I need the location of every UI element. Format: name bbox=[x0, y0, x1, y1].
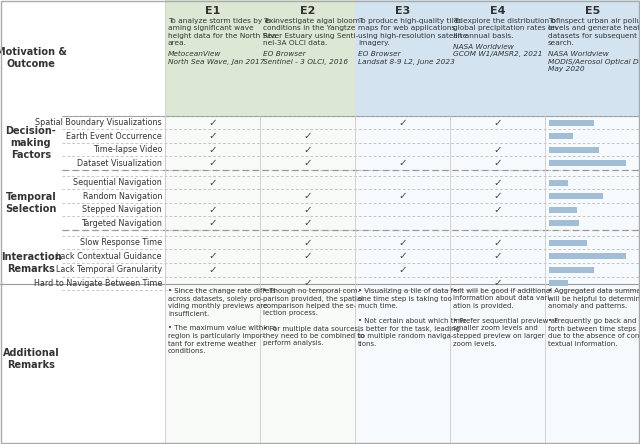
Text: ✓: ✓ bbox=[493, 191, 502, 201]
Bar bbox=[450, 0, 545, 116]
Text: NASA Worldview
MODIS/Aerosol Optical Depth
May 2020: NASA Worldview MODIS/Aerosol Optical Dep… bbox=[548, 51, 640, 72]
Text: To inspect urban air pollution
levels and generate heatmap
datasets for subseque: To inspect urban air pollution levels an… bbox=[548, 18, 640, 47]
Text: Decision-
making
Factors: Decision- making Factors bbox=[6, 127, 56, 159]
Bar bbox=[165, 0, 260, 116]
Text: • It will be good if additional
information about data vari-
ation is provided.
: • It will be good if additional informat… bbox=[453, 288, 557, 346]
Bar bbox=[545, 0, 640, 116]
Text: E5: E5 bbox=[585, 6, 600, 16]
Bar bbox=[549, 160, 625, 166]
Text: • Visualizing a tile of data for
one time step is taking too
much time.

• Not c: • Visualizing a tile of data for one tim… bbox=[358, 288, 467, 346]
Text: Slow Response Time: Slow Response Time bbox=[80, 238, 162, 247]
Text: ✓: ✓ bbox=[303, 158, 312, 168]
Bar bbox=[549, 220, 579, 226]
Text: Lack Contextual Guidance: Lack Contextual Guidance bbox=[56, 252, 162, 261]
Text: To produce high-quality tiled
maps for web applications
using high-resolution sa: To produce high-quality tiled maps for w… bbox=[358, 18, 467, 47]
Text: • Since the change rate differs
across datasets, solely pro-
viding monthly prev: • Since the change rate differs across d… bbox=[168, 288, 276, 354]
Text: ✓: ✓ bbox=[398, 118, 407, 128]
Text: ✓: ✓ bbox=[303, 238, 312, 248]
Bar bbox=[549, 267, 595, 273]
Text: ✓: ✓ bbox=[208, 158, 217, 168]
Text: To analyze storm tides by ex-
aming significant wave
height data for the North S: To analyze storm tides by ex- aming sign… bbox=[168, 18, 276, 47]
Text: Time-lapse Video: Time-lapse Video bbox=[93, 145, 162, 154]
Text: Stepped Navigation: Stepped Navigation bbox=[83, 205, 162, 214]
Text: ✓: ✓ bbox=[208, 251, 217, 261]
Text: ✓: ✓ bbox=[303, 218, 312, 228]
Text: ✓: ✓ bbox=[208, 145, 217, 155]
Text: EO Browser
Sentinel - 3 OLCI, 2016: EO Browser Sentinel - 3 OLCI, 2016 bbox=[263, 51, 348, 65]
Text: ✓: ✓ bbox=[398, 238, 407, 248]
Bar bbox=[260, 0, 355, 116]
Text: Lack Temporal Granularity: Lack Temporal Granularity bbox=[56, 265, 162, 274]
Text: • Aggregated data summaries
will be helpful to determine
anomaly and patterns.

: • Aggregated data summaries will be help… bbox=[548, 288, 640, 346]
Bar bbox=[549, 133, 573, 139]
Text: NASA Worldview
GCOM W1/AMSR2, 2021: NASA Worldview GCOM W1/AMSR2, 2021 bbox=[453, 44, 543, 58]
Text: E3: E3 bbox=[395, 6, 410, 16]
Text: ✓: ✓ bbox=[493, 238, 502, 248]
Text: ✓: ✓ bbox=[303, 205, 312, 215]
Text: E4: E4 bbox=[490, 6, 505, 16]
Text: ✓: ✓ bbox=[493, 145, 502, 155]
Text: To explore the distribution of
global precipitation rates on
an annual basis.: To explore the distribution of global pr… bbox=[453, 18, 559, 39]
Text: • Though no temporal com-
parison provided, the spatial
comparison helped the se: • Though no temporal com- parison provid… bbox=[263, 288, 364, 346]
Text: ✓: ✓ bbox=[208, 131, 217, 141]
Text: E1: E1 bbox=[205, 6, 220, 16]
Text: MetoceanView
North Sea Wave, Jan 2017: MetoceanView North Sea Wave, Jan 2017 bbox=[168, 51, 264, 65]
Text: ✓: ✓ bbox=[208, 118, 217, 128]
Bar bbox=[549, 254, 625, 259]
Text: Dataset Visualization: Dataset Visualization bbox=[77, 159, 162, 168]
Bar bbox=[549, 147, 600, 153]
Text: ✓: ✓ bbox=[493, 205, 502, 215]
Bar bbox=[355, 0, 450, 116]
Bar bbox=[549, 194, 603, 199]
Text: EO Browser
Landsat 8-9 L2, June 2023: EO Browser Landsat 8-9 L2, June 2023 bbox=[358, 51, 455, 65]
Bar bbox=[549, 281, 568, 286]
Text: Spatial Boundary Visualizations: Spatial Boundary Visualizations bbox=[35, 118, 162, 127]
Text: Additional
Remarks: Additional Remarks bbox=[3, 348, 60, 370]
Text: ✓: ✓ bbox=[303, 191, 312, 201]
Text: ✓: ✓ bbox=[303, 278, 312, 288]
Text: ✓: ✓ bbox=[493, 158, 502, 168]
Text: Sequential Navigation: Sequential Navigation bbox=[73, 178, 162, 187]
Text: Interaction
Remarks: Interaction Remarks bbox=[1, 252, 61, 274]
Text: ✓: ✓ bbox=[398, 251, 407, 261]
Text: ✓: ✓ bbox=[398, 265, 407, 275]
Text: ✓: ✓ bbox=[208, 265, 217, 275]
Bar bbox=[260, 116, 355, 444]
Text: ✓: ✓ bbox=[493, 251, 502, 261]
Bar bbox=[545, 116, 640, 444]
Text: Earth Event Occurrence: Earth Event Occurrence bbox=[67, 132, 162, 141]
Text: ✓: ✓ bbox=[208, 218, 217, 228]
Text: ✓: ✓ bbox=[398, 191, 407, 201]
Bar bbox=[355, 116, 450, 444]
Text: To investigate algal bloom
conditions in the Yangtze
River Estuary using Senti-
: To investigate algal bloom conditions in… bbox=[263, 18, 360, 47]
Text: ✓: ✓ bbox=[303, 251, 312, 261]
Bar bbox=[165, 116, 260, 444]
Bar bbox=[549, 207, 577, 213]
Text: Targeted Navigation: Targeted Navigation bbox=[81, 219, 162, 228]
Text: ✓: ✓ bbox=[208, 178, 217, 188]
Text: ✓: ✓ bbox=[493, 118, 502, 128]
Text: Random Navigation: Random Navigation bbox=[83, 192, 162, 201]
Text: Temporal
Selection: Temporal Selection bbox=[5, 192, 57, 214]
Text: ✓: ✓ bbox=[493, 178, 502, 188]
Text: E2: E2 bbox=[300, 6, 315, 16]
Text: ✓: ✓ bbox=[208, 205, 217, 215]
Text: Hard to Navigate Between Time: Hard to Navigate Between Time bbox=[34, 279, 162, 288]
Bar bbox=[450, 116, 545, 444]
Text: Motivation &
Outcome: Motivation & Outcome bbox=[0, 47, 67, 69]
Text: ✓: ✓ bbox=[493, 278, 502, 288]
Bar bbox=[549, 120, 595, 126]
Text: ✓: ✓ bbox=[303, 145, 312, 155]
Bar bbox=[549, 180, 568, 186]
Bar bbox=[549, 240, 588, 246]
Text: ✓: ✓ bbox=[303, 131, 312, 141]
Text: ✓: ✓ bbox=[398, 158, 407, 168]
